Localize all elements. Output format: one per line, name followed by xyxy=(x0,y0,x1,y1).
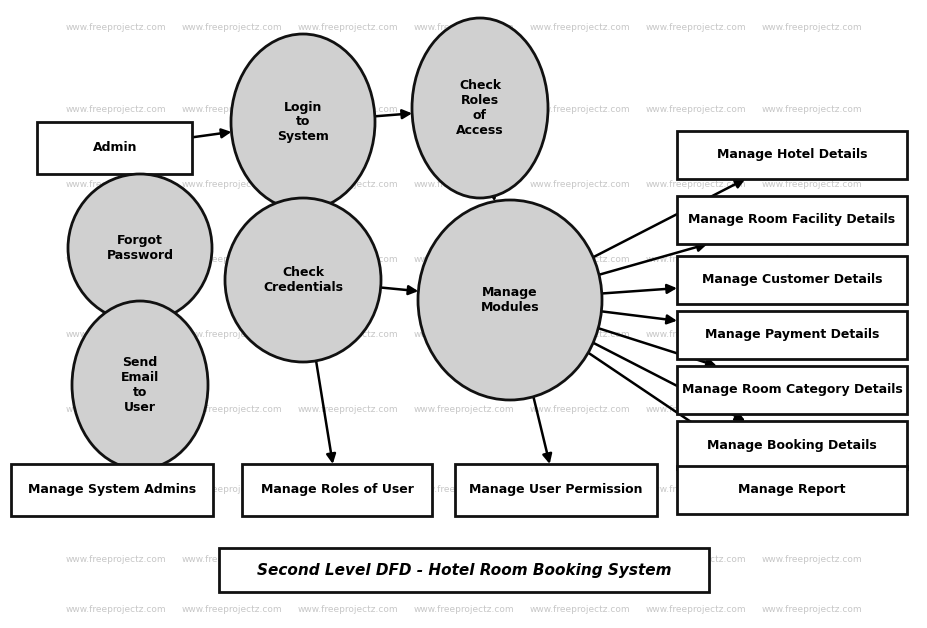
Text: www.freeprojectz.com: www.freeprojectz.com xyxy=(182,23,282,33)
Text: Login
to
System: Login to System xyxy=(277,100,328,144)
Text: www.freeprojectz.com: www.freeprojectz.com xyxy=(645,605,745,615)
Text: www.freeprojectz.com: www.freeprojectz.com xyxy=(298,330,398,340)
Ellipse shape xyxy=(417,200,602,400)
Text: www.freeprojectz.com: www.freeprojectz.com xyxy=(66,180,166,190)
Text: Manage Room Category Details: Manage Room Category Details xyxy=(681,384,901,396)
Text: www.freeprojectz.com: www.freeprojectz.com xyxy=(413,180,514,190)
Text: www.freeprojectz.com: www.freeprojectz.com xyxy=(761,605,861,615)
Bar xyxy=(37,122,192,174)
Bar xyxy=(677,421,906,469)
Text: www.freeprojectz.com: www.freeprojectz.com xyxy=(298,23,398,33)
Text: www.freeprojectz.com: www.freeprojectz.com xyxy=(182,605,282,615)
Bar xyxy=(677,466,906,514)
Text: www.freeprojectz.com: www.freeprojectz.com xyxy=(413,106,514,114)
Text: www.freeprojectz.com: www.freeprojectz.com xyxy=(298,556,398,565)
Text: www.freeprojectz.com: www.freeprojectz.com xyxy=(761,556,861,565)
Text: www.freeprojectz.com: www.freeprojectz.com xyxy=(645,256,745,264)
Bar xyxy=(677,366,906,414)
Text: www.freeprojectz.com: www.freeprojectz.com xyxy=(413,605,514,615)
Text: Manage
Modules: Manage Modules xyxy=(480,286,539,314)
Text: www.freeprojectz.com: www.freeprojectz.com xyxy=(645,23,745,33)
Text: www.freeprojectz.com: www.freeprojectz.com xyxy=(529,106,629,114)
Text: www.freeprojectz.com: www.freeprojectz.com xyxy=(761,406,861,414)
Text: www.freeprojectz.com: www.freeprojectz.com xyxy=(529,556,629,565)
Bar xyxy=(677,131,906,179)
Text: www.freeprojectz.com: www.freeprojectz.com xyxy=(529,23,629,33)
Text: www.freeprojectz.com: www.freeprojectz.com xyxy=(66,23,166,33)
Text: www.freeprojectz.com: www.freeprojectz.com xyxy=(529,406,629,414)
Text: Manage Booking Details: Manage Booking Details xyxy=(706,438,876,452)
Text: www.freeprojectz.com: www.freeprojectz.com xyxy=(66,330,166,340)
Text: www.freeprojectz.com: www.freeprojectz.com xyxy=(66,256,166,264)
Ellipse shape xyxy=(72,301,208,469)
Text: Check
Roles
of
Access: Check Roles of Access xyxy=(456,79,503,137)
Text: www.freeprojectz.com: www.freeprojectz.com xyxy=(645,106,745,114)
Bar xyxy=(11,464,213,516)
Text: Manage Hotel Details: Manage Hotel Details xyxy=(716,148,867,161)
Text: Check
Credentials: Check Credentials xyxy=(262,266,343,294)
Text: www.freeprojectz.com: www.freeprojectz.com xyxy=(529,256,629,264)
Text: www.freeprojectz.com: www.freeprojectz.com xyxy=(298,485,398,494)
Text: www.freeprojectz.com: www.freeprojectz.com xyxy=(182,180,282,190)
Ellipse shape xyxy=(224,198,381,362)
Text: www.freeprojectz.com: www.freeprojectz.com xyxy=(413,485,514,494)
Text: www.freeprojectz.com: www.freeprojectz.com xyxy=(298,605,398,615)
Text: www.freeprojectz.com: www.freeprojectz.com xyxy=(182,330,282,340)
Text: www.freeprojectz.com: www.freeprojectz.com xyxy=(761,485,861,494)
Text: www.freeprojectz.com: www.freeprojectz.com xyxy=(529,605,629,615)
Bar xyxy=(677,311,906,359)
Text: www.freeprojectz.com: www.freeprojectz.com xyxy=(761,330,861,340)
Bar xyxy=(454,464,656,516)
Text: www.freeprojectz.com: www.freeprojectz.com xyxy=(529,180,629,190)
Text: www.freeprojectz.com: www.freeprojectz.com xyxy=(761,23,861,33)
Text: www.freeprojectz.com: www.freeprojectz.com xyxy=(66,605,166,615)
Bar xyxy=(677,256,906,304)
Text: www.freeprojectz.com: www.freeprojectz.com xyxy=(645,556,745,565)
Ellipse shape xyxy=(231,34,375,210)
Text: Admin: Admin xyxy=(93,141,137,154)
Text: www.freeprojectz.com: www.freeprojectz.com xyxy=(182,556,282,565)
Text: www.freeprojectz.com: www.freeprojectz.com xyxy=(298,180,398,190)
Text: www.freeprojectz.com: www.freeprojectz.com xyxy=(413,256,514,264)
Text: www.freeprojectz.com: www.freeprojectz.com xyxy=(66,485,166,494)
Text: www.freeprojectz.com: www.freeprojectz.com xyxy=(645,330,745,340)
Text: www.freeprojectz.com: www.freeprojectz.com xyxy=(761,256,861,264)
Ellipse shape xyxy=(68,174,211,322)
Text: www.freeprojectz.com: www.freeprojectz.com xyxy=(413,406,514,414)
Text: www.freeprojectz.com: www.freeprojectz.com xyxy=(761,180,861,190)
Text: www.freeprojectz.com: www.freeprojectz.com xyxy=(182,106,282,114)
Text: Forgot
Password: Forgot Password xyxy=(107,234,173,262)
Text: Manage Room Facility Details: Manage Room Facility Details xyxy=(688,214,895,227)
Bar xyxy=(242,464,432,516)
Text: Send
Email
to
User: Send Email to User xyxy=(121,356,159,414)
Text: www.freeprojectz.com: www.freeprojectz.com xyxy=(529,330,629,340)
Text: www.freeprojectz.com: www.freeprojectz.com xyxy=(645,485,745,494)
Text: www.freeprojectz.com: www.freeprojectz.com xyxy=(182,485,282,494)
Text: www.freeprojectz.com: www.freeprojectz.com xyxy=(298,106,398,114)
Text: Manage User Permission: Manage User Permission xyxy=(469,484,642,497)
Text: www.freeprojectz.com: www.freeprojectz.com xyxy=(66,556,166,565)
Text: www.freeprojectz.com: www.freeprojectz.com xyxy=(66,406,166,414)
Text: www.freeprojectz.com: www.freeprojectz.com xyxy=(529,485,629,494)
Ellipse shape xyxy=(412,18,548,198)
Text: www.freeprojectz.com: www.freeprojectz.com xyxy=(182,256,282,264)
Text: www.freeprojectz.com: www.freeprojectz.com xyxy=(298,256,398,264)
Text: Manage Payment Details: Manage Payment Details xyxy=(704,328,878,342)
Text: Second Level DFD - Hotel Room Booking System: Second Level DFD - Hotel Room Booking Sy… xyxy=(257,563,670,578)
Text: www.freeprojectz.com: www.freeprojectz.com xyxy=(182,406,282,414)
Text: www.freeprojectz.com: www.freeprojectz.com xyxy=(645,180,745,190)
Bar xyxy=(677,196,906,244)
Text: www.freeprojectz.com: www.freeprojectz.com xyxy=(298,406,398,414)
Text: Manage System Admins: Manage System Admins xyxy=(28,484,196,497)
Text: www.freeprojectz.com: www.freeprojectz.com xyxy=(413,330,514,340)
Text: www.freeprojectz.com: www.freeprojectz.com xyxy=(413,556,514,565)
Text: www.freeprojectz.com: www.freeprojectz.com xyxy=(761,106,861,114)
Text: www.freeprojectz.com: www.freeprojectz.com xyxy=(645,406,745,414)
Text: www.freeprojectz.com: www.freeprojectz.com xyxy=(66,106,166,114)
Text: Manage Roles of User: Manage Roles of User xyxy=(260,484,413,497)
Text: Manage Customer Details: Manage Customer Details xyxy=(701,274,882,286)
Bar xyxy=(219,548,708,592)
Text: Manage Report: Manage Report xyxy=(738,484,844,497)
Text: www.freeprojectz.com: www.freeprojectz.com xyxy=(413,23,514,33)
